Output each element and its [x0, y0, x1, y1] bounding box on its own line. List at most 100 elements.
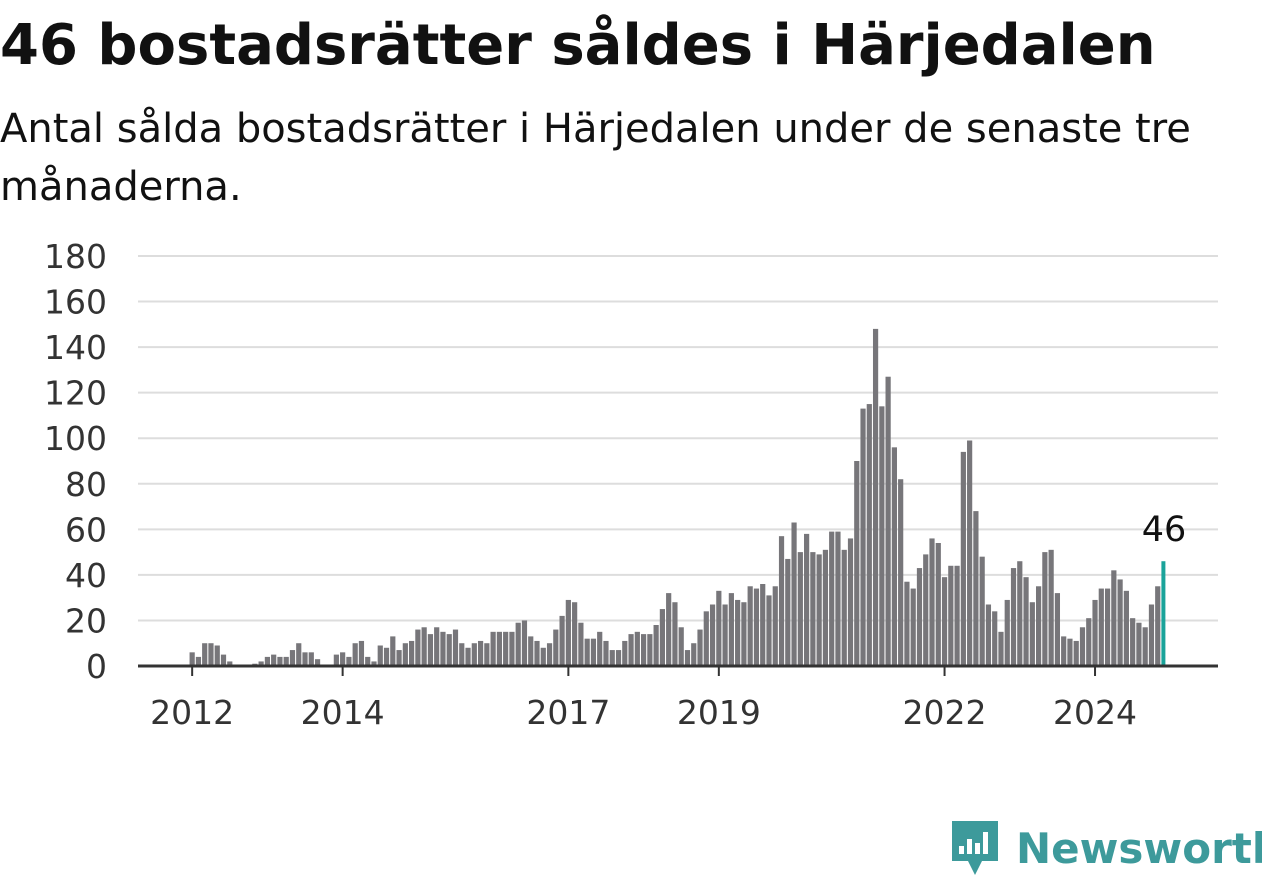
bar [647, 634, 653, 666]
bar [503, 631, 509, 666]
bar [446, 634, 452, 666]
y-tick-label: 100 [44, 419, 107, 458]
x-tick-label: 2012 [150, 693, 234, 732]
y-tick-label: 160 [44, 283, 107, 322]
bar [578, 622, 584, 666]
bar [289, 650, 296, 666]
bar [553, 629, 559, 666]
bar [609, 650, 615, 666]
brand-logo: Newsworthy [950, 818, 1262, 878]
bar [634, 631, 640, 666]
x-tick-label: 2024 [1053, 693, 1137, 732]
bar [283, 656, 289, 666]
bar [973, 511, 979, 666]
bar [866, 404, 872, 666]
bar [691, 643, 697, 666]
bar [220, 654, 227, 666]
bar [195, 656, 202, 666]
bar [929, 538, 935, 666]
bar [365, 656, 371, 666]
bar [227, 661, 233, 666]
bar [1104, 588, 1111, 666]
bar [1117, 579, 1123, 666]
y-tick-label: 0 [86, 647, 107, 686]
bar [684, 650, 691, 666]
bar [1148, 604, 1155, 666]
y-tick-label: 120 [44, 374, 107, 413]
bar [722, 604, 728, 666]
bar [271, 654, 277, 666]
bar [559, 615, 565, 666]
bar [941, 577, 948, 666]
bar [879, 406, 885, 666]
bar [590, 638, 597, 666]
x-axis-ticks: 2012 2014 2017 2019 2022 2024 [150, 666, 1137, 732]
bar [766, 595, 772, 666]
brand-name: Newsworthy [1016, 823, 1262, 873]
bar [829, 531, 835, 666]
bar [1155, 586, 1161, 666]
y-tick-label: 180 [44, 237, 107, 276]
bar [653, 625, 659, 666]
bar [804, 533, 810, 666]
bar [346, 656, 352, 666]
bar [1073, 640, 1079, 666]
bar [465, 647, 471, 666]
y-tick-label: 40 [65, 556, 107, 595]
bar [264, 656, 270, 666]
bar [628, 634, 634, 666]
y-tick-label: 80 [65, 465, 107, 504]
bar [923, 554, 929, 666]
bar [440, 631, 446, 666]
bar [747, 586, 753, 666]
bar [1048, 549, 1054, 666]
bar [810, 552, 816, 666]
bar [565, 599, 571, 666]
x-tick-label: 2022 [903, 693, 987, 732]
bar [1054, 593, 1061, 666]
bar [509, 631, 515, 666]
y-tick-label: 60 [65, 510, 107, 549]
bar [340, 652, 346, 666]
bar [709, 604, 716, 666]
bar [728, 593, 734, 666]
bar [546, 643, 553, 666]
bar [390, 636, 396, 666]
bar [785, 558, 791, 666]
bar [415, 629, 421, 666]
bar [697, 629, 703, 666]
bar [534, 640, 540, 666]
bar [615, 650, 622, 666]
bar [484, 643, 490, 666]
bar [377, 645, 383, 666]
bar [1142, 627, 1148, 666]
bar [214, 645, 220, 666]
bar [622, 640, 628, 666]
bar [772, 586, 778, 666]
bar [208, 643, 214, 666]
bar [521, 620, 528, 666]
bar [891, 447, 897, 666]
bar [735, 599, 741, 666]
bar [1061, 636, 1067, 666]
bar [1079, 627, 1086, 666]
bar [314, 659, 321, 666]
bar [189, 652, 195, 666]
bar [760, 584, 766, 666]
bar [477, 640, 484, 666]
bar [202, 643, 208, 666]
bar [822, 549, 829, 666]
bar [1130, 618, 1136, 666]
bar [1017, 561, 1023, 666]
bar [641, 634, 647, 666]
bar [960, 451, 966, 666]
bar [666, 593, 672, 666]
bar [703, 611, 709, 666]
bar [1010, 568, 1017, 666]
bar [778, 536, 785, 666]
bar [490, 631, 496, 666]
bar [678, 627, 684, 666]
bar [1042, 552, 1048, 666]
bar [358, 640, 365, 666]
bar [898, 479, 904, 666]
